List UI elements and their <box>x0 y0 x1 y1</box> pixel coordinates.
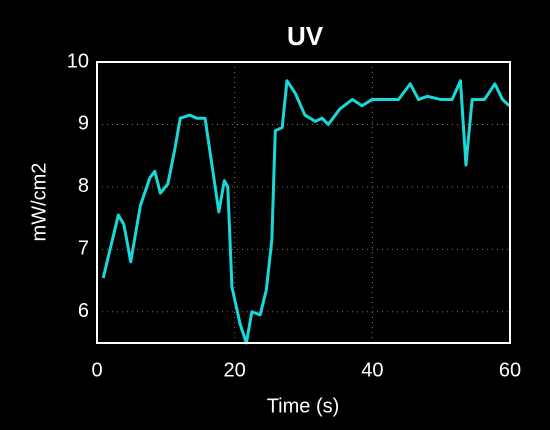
plot-frame <box>96 61 511 344</box>
x-tick-label: 60 <box>499 359 521 381</box>
y-tick-label: 10 <box>67 50 89 72</box>
data-line <box>101 79 511 345</box>
x-axis-label: Time (s) <box>267 395 340 417</box>
y-tick-label: 7 <box>78 238 89 260</box>
x-tick-label: 20 <box>224 359 246 381</box>
y-axis-label: mW/cm2 <box>28 163 50 242</box>
y-tick-label: 8 <box>78 175 89 197</box>
y-tick-label: 9 <box>78 113 89 135</box>
y-tick-label: 6 <box>78 300 89 322</box>
x-tick-label: 40 <box>361 359 383 381</box>
x-tick-label: 0 <box>91 359 102 381</box>
chart-title: UV <box>287 21 324 51</box>
